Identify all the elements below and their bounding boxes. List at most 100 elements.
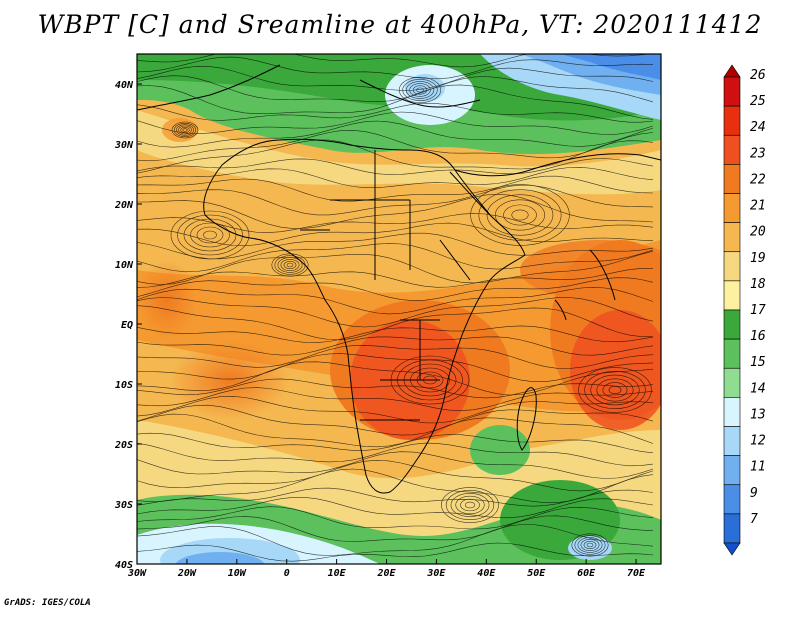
colorbar-label: 19: [750, 251, 766, 266]
colorbar-label: 20: [750, 225, 766, 240]
streamline-eddy: [402, 79, 438, 101]
colorbar-label: 18: [750, 277, 766, 292]
streamline: [137, 120, 654, 148]
streamline: [137, 487, 654, 507]
streamline-eddy: [578, 367, 652, 413]
streamline-eddy: [602, 382, 628, 398]
streamline-eddy: [271, 253, 309, 277]
streamline: [137, 250, 654, 285]
streamline: [137, 111, 654, 135]
y-tick-label: 30S: [114, 500, 133, 511]
streamline-eddy: [280, 259, 300, 271]
streamline-eddy: [398, 76, 442, 104]
streamline-eddy: [441, 487, 499, 523]
colorbar-swatch: [723, 134, 741, 165]
streamline: [137, 166, 654, 188]
colorbar-swatch: [723, 64, 741, 78]
streamline: [137, 542, 654, 562]
colorbar-label: 22: [750, 172, 766, 187]
streamline: [137, 336, 654, 356]
streamline: [137, 432, 654, 454]
colorbar-label: 14: [750, 381, 766, 396]
y-axis: 40N 30N 20N 10N EQ 10S 20S 30S 40S: [114, 80, 142, 571]
streamline: [137, 451, 654, 479]
streamline-eddy: [590, 374, 640, 406]
streamline-eddy: [450, 492, 490, 518]
streamline-eddy: [571, 533, 609, 557]
x-tick-label: 20W: [177, 568, 197, 579]
streamline: [137, 297, 654, 328]
streamline: [137, 158, 654, 175]
streamline: [137, 129, 654, 162]
streamline: [137, 175, 654, 202]
streamline: [137, 395, 654, 424]
colorbar-label: 23: [750, 146, 766, 161]
colorbar-swatch: [723, 513, 741, 544]
wbpt-field: [137, 54, 661, 564]
x-tick-label: 20E: [376, 568, 396, 579]
y-tick-label: EQ: [121, 320, 133, 331]
streamline: [137, 497, 654, 519]
x-tick-label: 30W: [127, 568, 147, 579]
x-tick-label: 40E: [477, 568, 496, 579]
map-frame: [136, 53, 662, 565]
streamline-eddy: [464, 501, 476, 509]
streamline: [137, 54, 654, 68]
streamline: [137, 84, 654, 120]
streamline: [137, 56, 654, 80]
streamline-eddy: [409, 83, 431, 97]
colorbar-label: 13: [750, 407, 766, 422]
streamline-eddy: [455, 495, 485, 515]
x-tick-label: 10E: [328, 568, 347, 579]
colorbar-swatch: [723, 455, 741, 486]
colorbar-swatch: [723, 338, 741, 369]
map-title: WBPT [C] and Sreamline at 400hPa, VT: 20…: [37, 10, 763, 39]
streamline-eddy: [478, 189, 562, 241]
streamline: [137, 506, 654, 530]
streamline-eddy: [283, 260, 297, 270]
streamline-eddy: [171, 121, 199, 139]
streamline-eddy: [494, 199, 545, 231]
streamline: [137, 65, 654, 91]
y-tick-label: 10S: [115, 380, 133, 391]
streamline-eddy: [178, 125, 192, 135]
streamline: [137, 459, 654, 492]
streamline-eddy: [180, 127, 190, 133]
colorbar-label: 12: [750, 434, 766, 449]
x-axis: 30W 20W 10W 0 10E 20E 30E 40E 50E 60E 70E: [127, 559, 646, 579]
streamline: [137, 75, 654, 103]
streamline-eddy: [196, 226, 224, 244]
coastlines: [137, 64, 661, 494]
x-tick-label: 0: [284, 568, 290, 579]
streamline: [137, 345, 654, 369]
x-tick-label: 70E: [627, 568, 646, 579]
x-tick-label: 50E: [527, 568, 546, 579]
x-tick-label: 60E: [577, 568, 596, 579]
streamline: [137, 243, 654, 273]
colorbar-swatch: [723, 542, 741, 556]
streamline-eddy: [586, 542, 594, 548]
streamline-eddy: [460, 498, 480, 512]
streamline-eddy: [608, 385, 622, 395]
streamline: [137, 353, 654, 382]
colorbar-label: 16: [750, 329, 766, 344]
credit-label: GrADS: IGES/COLA: [4, 598, 91, 608]
colorbar-label: 9: [750, 486, 758, 501]
colorbar-swatch: [723, 76, 741, 107]
x-tick-label: 30E: [426, 568, 446, 579]
colorbar-swatch: [723, 309, 741, 340]
streamline: [137, 524, 654, 556]
streamline-eddy: [203, 230, 217, 240]
streamline-eddy: [173, 123, 197, 137]
y-tick-label: 10N: [115, 260, 134, 271]
streamline-eddy: [511, 209, 529, 221]
streamline: [137, 193, 654, 229]
colorbar-swatch: [723, 484, 741, 515]
colorbar-label: 11: [750, 460, 766, 475]
colorbar-swatch: [723, 280, 741, 311]
colorbar-label: 26: [750, 68, 766, 83]
streamline: [137, 325, 654, 343]
colorbar-swatch: [723, 426, 741, 456]
y-tick-label: 40S: [115, 560, 133, 571]
streamline: [137, 361, 654, 396]
